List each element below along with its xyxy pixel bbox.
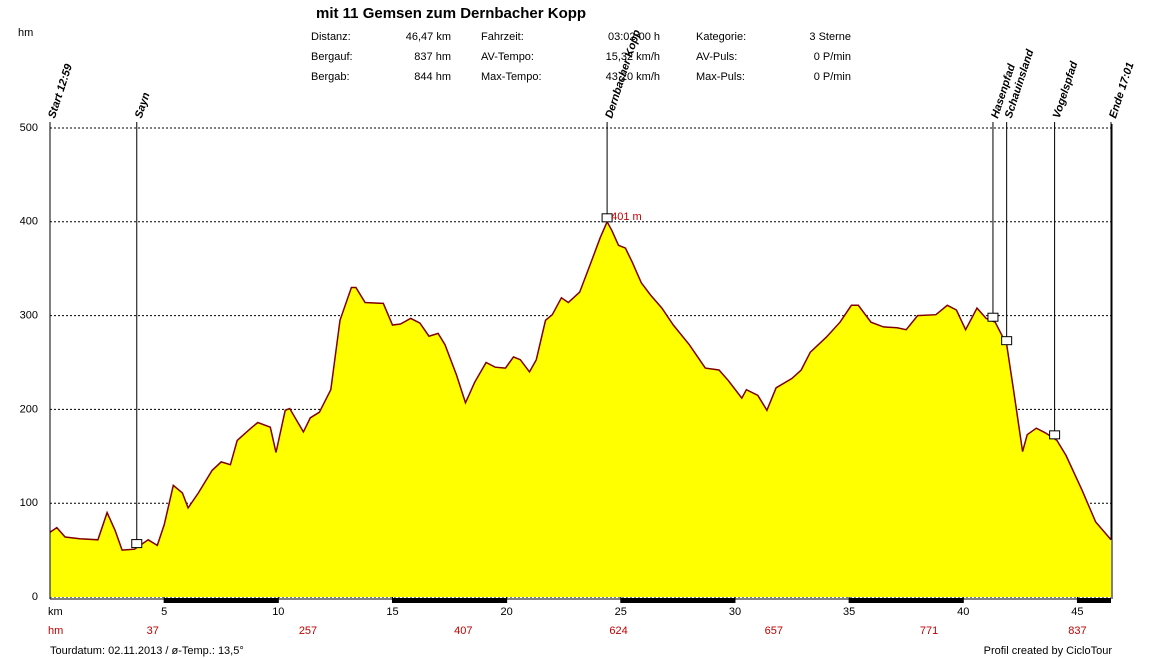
scale-bar xyxy=(1077,598,1111,603)
footer-left: Tourdatum: 02.11.2013 / ø-Temp.: 13,5° xyxy=(50,645,244,657)
stat-value: 844 hm xyxy=(414,71,451,83)
stat-label: Max-Puls: xyxy=(696,71,745,83)
stat-label: Bergab: xyxy=(311,71,350,83)
stat-value: 837 hm xyxy=(414,51,451,63)
climb-value: 771 xyxy=(920,625,938,637)
x-tick-label: 40 xyxy=(957,606,969,618)
area-fill xyxy=(50,221,1111,598)
scale-bar xyxy=(849,598,964,603)
y-tick-label: 100 xyxy=(20,497,38,509)
x-axis-label: km xyxy=(48,606,63,618)
y-tick-label: 300 xyxy=(20,310,38,322)
stat-value: 43,20 km/h xyxy=(606,71,660,83)
profile-line xyxy=(49,220,1112,551)
stat-value: 03:02:00 h xyxy=(608,31,660,43)
x-tick-label: 5 xyxy=(161,606,167,618)
waypoint-icon xyxy=(987,312,999,322)
stat-value: 46,47 km xyxy=(406,31,451,43)
climb-value: 407 xyxy=(454,625,472,637)
climb-value: 624 xyxy=(609,625,627,637)
x-tick-label: 20 xyxy=(501,606,513,618)
climb-value: 37 xyxy=(147,625,159,637)
stat-label: AV-Puls: xyxy=(696,51,737,63)
waypoint-icon xyxy=(131,539,143,549)
waypoint-icon xyxy=(1049,430,1061,440)
waypoint-icon xyxy=(1001,336,1013,346)
waypoint-icon xyxy=(601,213,613,223)
stat-value: 15,32 km/h xyxy=(606,51,660,63)
stat-label: AV-Tempo: xyxy=(481,51,534,63)
scale-bar xyxy=(164,598,279,603)
y-tick-label: 200 xyxy=(20,403,38,415)
y-tick-label: 500 xyxy=(20,122,38,134)
climb-value: 657 xyxy=(765,625,783,637)
x-tick-label: 45 xyxy=(1071,606,1083,618)
y-tick-label: 400 xyxy=(20,216,38,228)
x-tick-label: 30 xyxy=(729,606,741,618)
scale-bar xyxy=(620,598,735,603)
climb-value: 257 xyxy=(299,625,317,637)
x-tick-label: 10 xyxy=(272,606,284,618)
climb-value: 837 xyxy=(1068,625,1086,637)
y-tick-label: 0 xyxy=(32,591,38,603)
stat-value: 3 Sterne xyxy=(809,31,851,43)
climb-row-label: hm xyxy=(48,625,63,637)
scale-bar xyxy=(392,598,507,603)
chart-title: mit 11 Gemsen zum Dernbacher Kopp xyxy=(316,5,586,22)
x-tick-label: 35 xyxy=(843,606,855,618)
x-tick-label: 25 xyxy=(615,606,627,618)
peak-label: 401 m xyxy=(611,211,642,223)
stat-label: Kategorie: xyxy=(696,31,746,43)
y-axis-label: hm xyxy=(18,27,33,39)
stat-label: Bergauf: xyxy=(311,51,353,63)
x-tick-label: 15 xyxy=(386,606,398,618)
stat-value: 0 P/min xyxy=(814,51,851,63)
stat-label: Distanz: xyxy=(311,31,351,43)
footer-right: Profil created by CicloTour xyxy=(984,645,1113,657)
stat-label: Fahrzeit: xyxy=(481,31,524,43)
stat-value: 0 P/min xyxy=(814,71,851,83)
stat-label: Max-Tempo: xyxy=(481,71,542,83)
